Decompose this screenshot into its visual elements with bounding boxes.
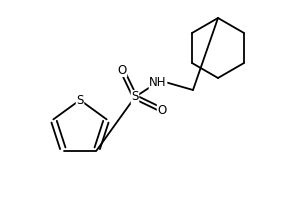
Text: S: S [76,94,84,106]
Text: O: O [158,104,166,116]
Text: NH: NH [149,75,167,88]
Text: S: S [131,90,139,104]
Text: O: O [117,64,127,76]
